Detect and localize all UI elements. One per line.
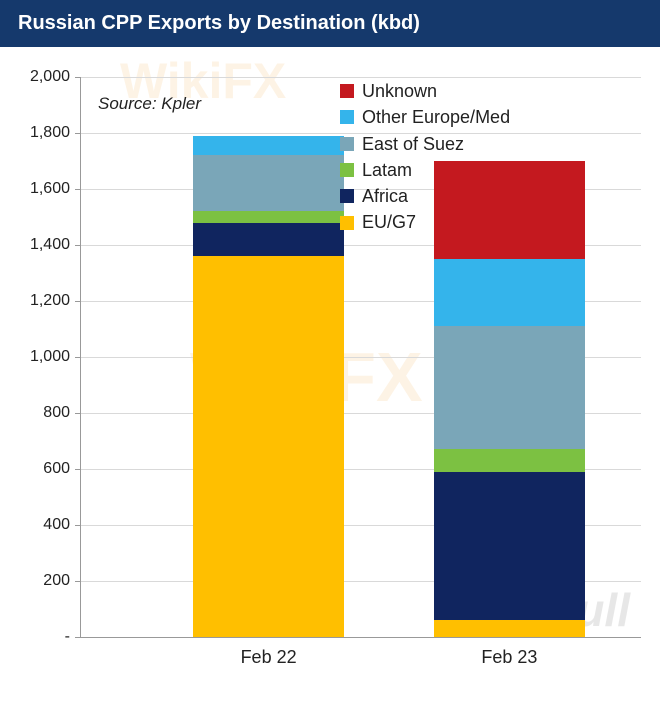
legend-item: East of Suez — [340, 132, 510, 156]
legend-swatch — [340, 84, 354, 98]
legend-swatch — [340, 189, 354, 203]
gridline — [81, 77, 641, 78]
y-tick-mark — [75, 245, 81, 246]
x-tick-label: Feb 23 — [434, 647, 585, 668]
legend-label: EU/G7 — [362, 210, 416, 234]
legend: UnknownOther Europe/Med East of SuezLatam… — [340, 79, 510, 237]
legend-item: Latam — [340, 158, 510, 182]
legend-item: Other Europe/Med — [340, 105, 510, 129]
y-tick-mark — [75, 469, 81, 470]
bar-segment — [193, 136, 344, 156]
y-tick-label: - — [0, 628, 70, 646]
bar-segment — [193, 211, 344, 222]
legend-label: Other Europe/Med — [362, 105, 510, 129]
bar-segment — [193, 223, 344, 257]
y-tick-mark — [75, 581, 81, 582]
x-tick-label: Feb 22 — [193, 647, 344, 668]
y-tick-label: 1,200 — [0, 292, 70, 310]
bar-segment — [434, 449, 585, 471]
y-tick-mark — [75, 301, 81, 302]
legend-item: Africa — [340, 184, 510, 208]
bar-segment — [434, 620, 585, 637]
legend-label: Africa — [362, 184, 408, 208]
legend-label: East of Suez — [362, 132, 464, 156]
bar-segment — [434, 326, 585, 449]
legend-item: EU/G7 — [340, 210, 510, 234]
y-tick-mark — [75, 189, 81, 190]
bar-segment — [434, 472, 585, 620]
legend-swatch — [340, 110, 354, 124]
y-tick-label: 1,600 — [0, 180, 70, 198]
legend-swatch — [340, 163, 354, 177]
bar-segment — [193, 155, 344, 211]
bar-segment — [434, 259, 585, 326]
y-tick-label: 2,000 — [0, 68, 70, 86]
legend-label: Unknown — [362, 79, 437, 103]
bar-segment — [193, 256, 344, 637]
legend-swatch — [340, 137, 354, 151]
y-tick-label: 1,400 — [0, 236, 70, 254]
y-tick-mark — [75, 525, 81, 526]
y-tick-label: 1,800 — [0, 124, 70, 142]
y-tick-mark — [75, 133, 81, 134]
legend-swatch — [340, 216, 354, 230]
legend-label: Latam — [362, 158, 412, 182]
y-tick-mark — [75, 637, 81, 638]
y-tick-label: 400 — [0, 516, 70, 534]
y-tick-mark — [75, 357, 81, 358]
y-tick-label: 800 — [0, 404, 70, 422]
y-tick-mark — [75, 413, 81, 414]
y-tick-label: 600 — [0, 460, 70, 478]
y-tick-mark — [75, 77, 81, 78]
legend-item: Unknown — [340, 79, 510, 103]
chart-area: WikiFX WikiFX FastBull Feb 22Feb 23 Sour… — [0, 47, 660, 697]
y-tick-label: 200 — [0, 572, 70, 590]
chart-title: Russian CPP Exports by Destination (kbd) — [0, 0, 660, 47]
y-tick-label: 1,000 — [0, 348, 70, 366]
source-label: Source: Kpler — [98, 94, 201, 114]
